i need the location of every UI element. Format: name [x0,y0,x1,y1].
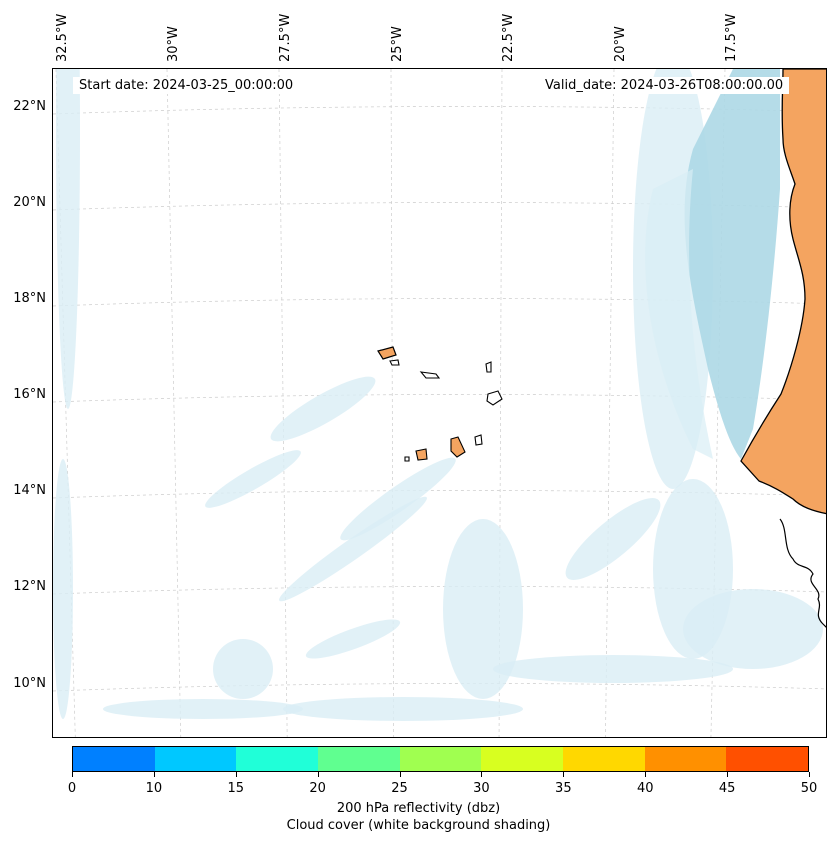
colorbar-segment [399,747,482,771]
coastal-light-band [645,169,713,459]
colorbar-segment [563,747,645,771]
colorbar-tick-label: 0 [67,781,77,796]
cape-verde-brava [404,456,410,462]
colorbar [72,746,809,772]
colorbar-tick-label: 45 [718,781,736,796]
colorbar-tick-label: 15 [227,781,245,796]
coastal-reflectivity-region [684,69,780,459]
longitude-label: 17.5°W [724,13,739,62]
colorbar-tick-label: 50 [800,781,818,796]
cloud-shading-patch [340,457,456,541]
colorbar-tick-label: 10 [145,781,163,796]
colorbar-segment [73,747,155,771]
cape-verde-sao-vicente [389,359,400,366]
colorbar-label: 200 hPa reflectivity (dbz) [336,801,501,816]
colorbar-segment [318,747,400,771]
colorbar-tickmark [809,772,810,777]
latitude-gridline [53,106,826,115]
colorbar-tickmark [153,772,155,777]
cloud-shading-patch [443,519,523,699]
colorbar-tickmark [399,772,401,777]
latitude-label: 18°N [13,291,46,306]
latitude-label: 12°N [13,579,46,594]
cape-verde-sao-nicolau [419,371,441,379]
cloud-shading-patch [283,697,523,721]
colorbar-segment [726,747,809,771]
colorbar-tickmark [481,772,483,777]
latitude-gridline [53,586,826,595]
cloud-cover-shading [53,69,823,721]
latitude-gridline [53,490,826,499]
cloud-shading-patch [56,69,80,409]
cloud-shading-patch [565,498,661,580]
colorbar-tickmark [235,772,237,777]
latitude-label: 14°N [13,483,46,498]
colorbar-tickmark [72,772,73,777]
cloud-shading-patch [213,639,273,699]
longitude-gridline [278,69,288,737]
valid-date-label: Valid_date: 2024-03-26T08:00:00.00 [539,77,790,94]
map-canvas [53,69,826,737]
land-areas [377,69,826,628]
latitude-label: 22°N [13,99,46,114]
colorbar-tick-label: 20 [309,781,326,796]
latitude-label: 20°N [13,195,46,210]
colorbar-tick-label: 25 [391,781,408,796]
colorbar-tickmark [645,772,647,777]
cloud-shading-patch [305,619,401,659]
colorbar-tickmark [563,772,565,777]
africa-land [740,69,826,515]
start-date-label: Start date: 2024-03-25_00:00:00 [73,77,300,94]
latitude-label: 10°N [13,676,46,691]
cloud-shading-patch [653,479,733,659]
cape-verde-sal [485,361,492,373]
colorbar-tickmark [727,772,729,777]
colorbar-segment [154,747,237,771]
longitude-label: 32.5°W [55,13,70,62]
cape-verde-maio [474,434,483,446]
longitude-gridline [390,69,394,737]
cloud-shading-patch [279,496,427,602]
longitude-label: 30°W [166,26,181,62]
cape-verde-boa-vista [486,390,503,406]
cloud-shading-patch [53,459,73,719]
latitude-label: 16°N [13,387,46,402]
longitude-gridline [605,69,615,737]
colorbar-tick-label: 30 [473,781,490,796]
latitude-gridline [53,394,826,403]
cape-verde-santo-antao [377,346,397,360]
colorbar-segment [644,747,727,771]
cloud-shading-patch [103,699,303,719]
longitude-gridline [166,69,182,737]
colorbar-segment [481,747,564,771]
colorbar-sublabel: Cloud cover (white background shading) [286,818,551,833]
cape-verde-fogo [415,448,428,461]
cloud-shading-patch [493,655,733,683]
cape-verde-santiago [450,436,466,458]
latitude-gridline [53,683,826,692]
latitude-gridline [53,202,826,211]
longitude-label: 20°W [613,26,628,62]
longitude-label: 22.5°W [501,13,516,62]
africa-coast-south [779,518,826,628]
cloud-shading-patch [205,450,301,508]
colorbar-tick-label: 35 [555,781,572,796]
cloud-shading-patch [270,376,376,442]
longitude-label: 25°W [390,26,405,62]
longitude-label: 27.5°W [278,13,293,62]
colorbar-segment [236,747,319,771]
colorbar-tick-label: 40 [636,781,654,796]
colorbar-tickmark [317,772,319,777]
latitude-gridline [53,298,826,307]
map-panel [52,68,827,738]
